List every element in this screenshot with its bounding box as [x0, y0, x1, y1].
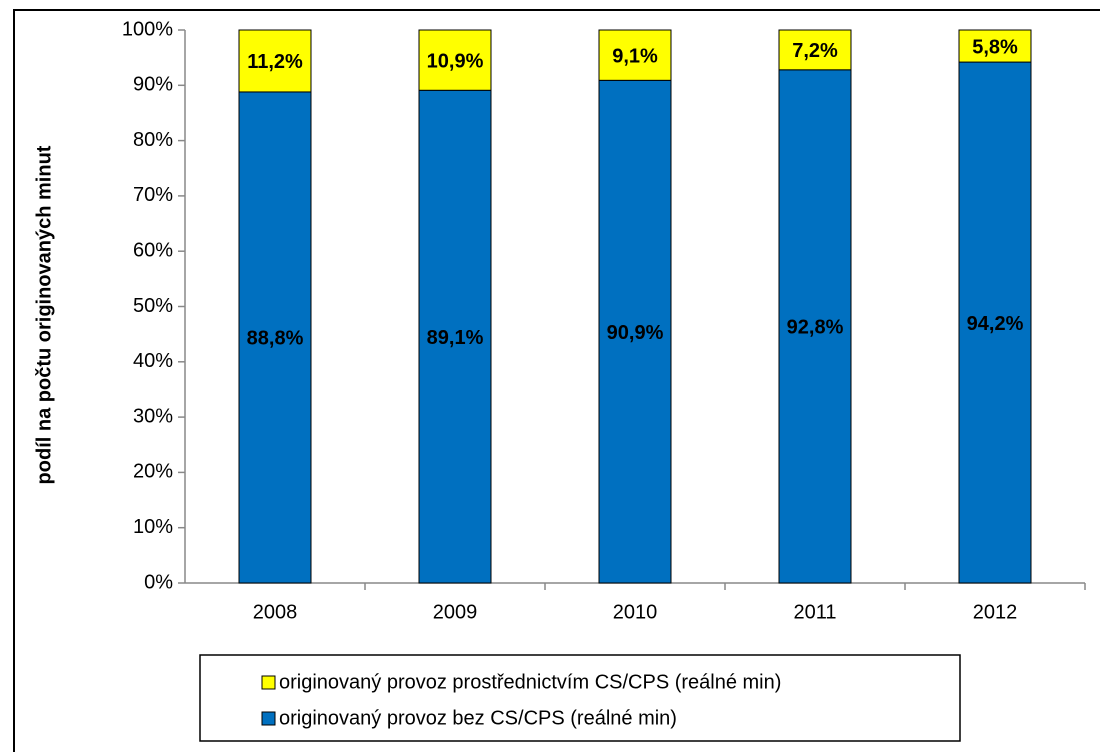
data-label: 92,8% — [787, 317, 844, 339]
y-tick-label: 20% — [133, 461, 173, 483]
y-tick-label: 50% — [133, 295, 173, 317]
x-tick-label: 2010 — [613, 601, 658, 623]
bar-segment — [238, 29, 312, 93]
data-label: 94,2% — [967, 313, 1024, 335]
y-tick-label: 30% — [133, 405, 173, 427]
data-label: 10,9% — [427, 50, 484, 72]
bar-segment — [598, 79, 672, 584]
bar-segment — [418, 89, 492, 584]
y-tick-label: 60% — [133, 239, 173, 261]
legend-swatch — [261, 711, 276, 726]
x-tick-label: 2012 — [973, 601, 1018, 623]
bar-segment — [778, 29, 852, 71]
bar-segment — [418, 29, 492, 91]
data-label: 5,8% — [972, 36, 1018, 58]
data-label: 89,1% — [427, 327, 484, 349]
legend-box — [199, 654, 961, 742]
data-label: 88,8% — [247, 328, 304, 350]
bar-segment — [778, 69, 852, 584]
x-tick-label: 2008 — [253, 601, 298, 623]
y-axis-label: podíl na počtu originovaných minut — [33, 145, 55, 484]
y-tick-label: 40% — [133, 350, 173, 372]
y-tick-label: 80% — [133, 129, 173, 151]
data-label: 11,2% — [247, 51, 303, 73]
x-tick-label: 2011 — [793, 601, 836, 623]
bar-segment — [958, 61, 1032, 584]
data-label: 90,9% — [607, 322, 664, 344]
y-tick-label: 90% — [133, 74, 173, 96]
data-label: 9,1% — [612, 45, 658, 67]
data-label: 7,2% — [792, 40, 838, 62]
legend-label: originovaný provoz bez CS/CPS (reálné mi… — [279, 707, 677, 729]
chart-frame — [13, 9, 1100, 752]
y-tick-label: 100% — [122, 18, 173, 40]
bar-segment — [958, 29, 1032, 63]
legend-swatch — [261, 675, 276, 690]
y-tick-label: 70% — [133, 184, 173, 206]
bar-segment — [238, 91, 312, 584]
y-tick-label: 10% — [133, 516, 173, 538]
y-tick-label: 0% — [144, 571, 173, 593]
legend-label: originovaný provoz prostřednictvím CS/CP… — [279, 671, 781, 693]
x-tick-label: 2009 — [433, 601, 478, 623]
bar-segment — [598, 29, 672, 81]
